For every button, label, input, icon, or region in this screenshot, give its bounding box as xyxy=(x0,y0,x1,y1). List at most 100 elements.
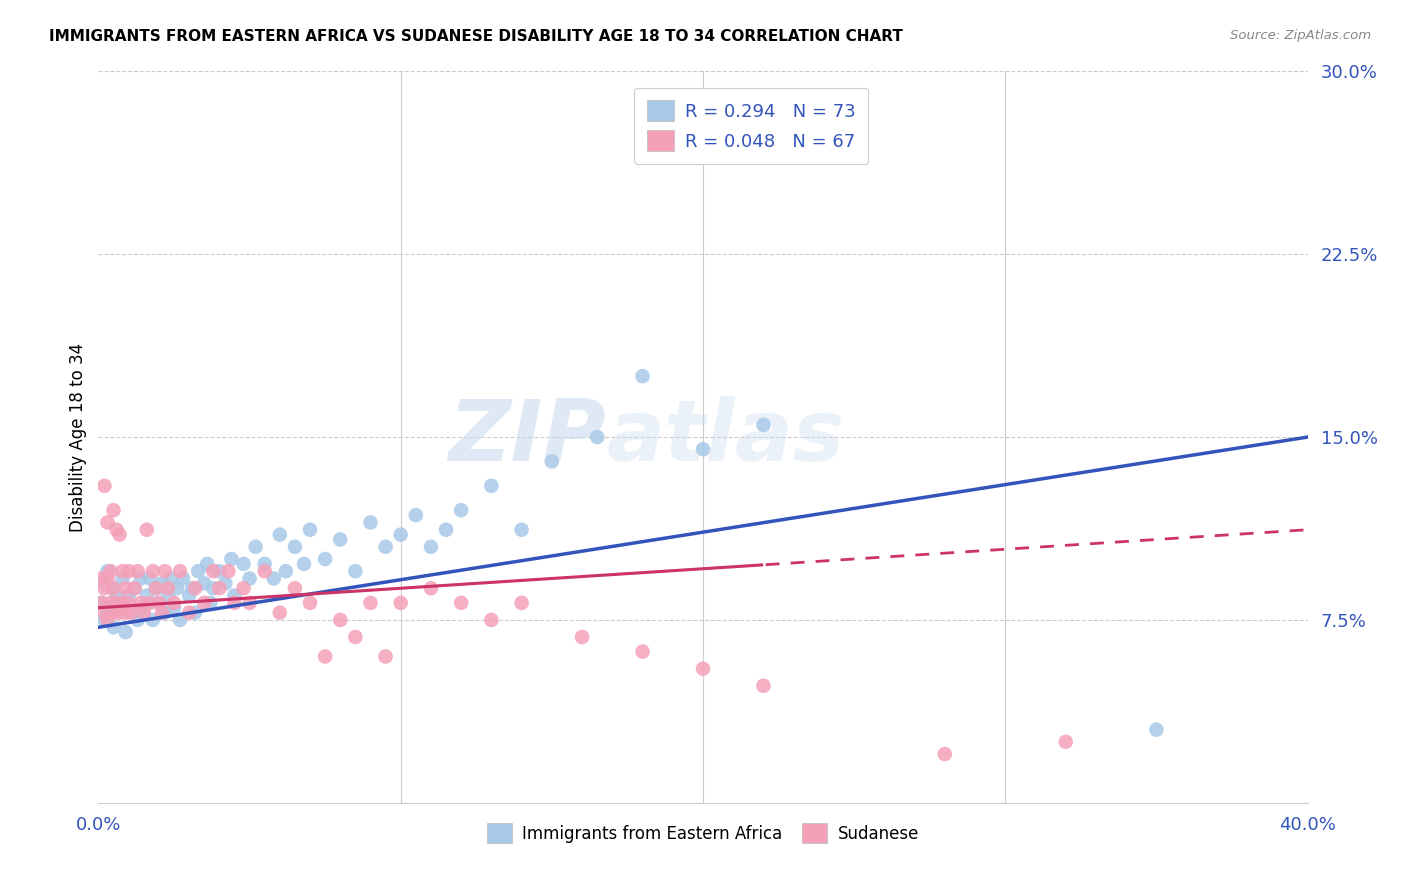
Point xyxy=(135,523,157,537)
Point xyxy=(239,596,262,610)
Point xyxy=(108,600,131,615)
Point xyxy=(132,606,155,620)
Point xyxy=(360,596,382,610)
Point xyxy=(631,369,654,384)
Point xyxy=(121,606,143,620)
Point xyxy=(202,581,225,595)
Point xyxy=(129,572,152,586)
Point xyxy=(224,596,246,610)
Legend: Immigrants from Eastern Africa, Sudanese: Immigrants from Eastern Africa, Sudanese xyxy=(481,817,925,849)
Point xyxy=(510,596,533,610)
Point xyxy=(329,533,352,547)
Point xyxy=(108,606,131,620)
Point xyxy=(540,454,562,468)
Point xyxy=(752,417,775,432)
Point xyxy=(631,645,654,659)
Point xyxy=(103,503,125,517)
Point xyxy=(111,572,134,586)
Point xyxy=(239,572,262,586)
Point xyxy=(195,557,218,571)
Point xyxy=(90,596,112,610)
Point xyxy=(135,589,157,603)
Point xyxy=(166,581,188,595)
Point xyxy=(160,572,183,586)
Point xyxy=(145,581,167,595)
Point xyxy=(208,564,231,578)
Point xyxy=(1144,723,1167,737)
Point xyxy=(208,581,231,595)
Point xyxy=(118,589,141,603)
Point xyxy=(571,630,593,644)
Point xyxy=(156,589,179,603)
Point xyxy=(232,557,254,571)
Point xyxy=(232,581,254,595)
Point xyxy=(179,589,201,603)
Point xyxy=(114,581,136,595)
Point xyxy=(329,613,352,627)
Point xyxy=(253,557,276,571)
Point xyxy=(314,649,336,664)
Point xyxy=(586,430,609,444)
Point xyxy=(214,576,236,591)
Point xyxy=(692,662,714,676)
Point xyxy=(93,613,115,627)
Text: atlas: atlas xyxy=(606,395,845,479)
Point xyxy=(193,596,215,610)
Point xyxy=(221,552,243,566)
Point xyxy=(142,564,165,578)
Point xyxy=(93,479,115,493)
Point xyxy=(692,442,714,457)
Point xyxy=(752,679,775,693)
Point xyxy=(224,589,246,603)
Point xyxy=(105,589,128,603)
Point xyxy=(253,564,276,578)
Point xyxy=(344,630,367,644)
Point xyxy=(145,581,167,595)
Point xyxy=(450,596,472,610)
Point xyxy=(184,606,207,620)
Point xyxy=(344,564,367,578)
Point xyxy=(96,613,118,627)
Point xyxy=(93,581,115,595)
Point xyxy=(405,508,427,522)
Point xyxy=(153,606,176,620)
Point xyxy=(100,600,122,615)
Point xyxy=(96,606,118,620)
Point xyxy=(90,572,112,586)
Point xyxy=(292,557,315,571)
Point xyxy=(934,747,956,761)
Point xyxy=(245,540,267,554)
Point xyxy=(434,523,457,537)
Point xyxy=(96,564,118,578)
Point xyxy=(100,596,122,610)
Point xyxy=(139,572,162,586)
Point xyxy=(142,613,165,627)
Point xyxy=(153,564,176,578)
Point xyxy=(269,606,291,620)
Point xyxy=(481,613,503,627)
Text: Source: ZipAtlas.com: Source: ZipAtlas.com xyxy=(1230,29,1371,42)
Point xyxy=(150,606,173,620)
Point xyxy=(132,600,155,615)
Point xyxy=(181,581,204,595)
Point xyxy=(96,572,118,586)
Point xyxy=(90,596,112,610)
Point xyxy=(163,600,186,615)
Point xyxy=(299,523,322,537)
Point xyxy=(100,564,122,578)
Point xyxy=(284,540,307,554)
Point xyxy=(200,596,222,610)
Point xyxy=(813,101,835,115)
Point xyxy=(93,576,115,591)
Point xyxy=(121,606,143,620)
Point xyxy=(510,523,533,537)
Point xyxy=(114,625,136,640)
Point xyxy=(179,606,201,620)
Point xyxy=(124,581,146,595)
Point xyxy=(481,479,503,493)
Point xyxy=(114,606,136,620)
Point xyxy=(103,620,125,634)
Point xyxy=(389,596,412,610)
Point xyxy=(148,596,170,610)
Text: IMMIGRANTS FROM EASTERN AFRICA VS SUDANESE DISABILITY AGE 18 TO 34 CORRELATION C: IMMIGRANTS FROM EASTERN AFRICA VS SUDANE… xyxy=(49,29,903,44)
